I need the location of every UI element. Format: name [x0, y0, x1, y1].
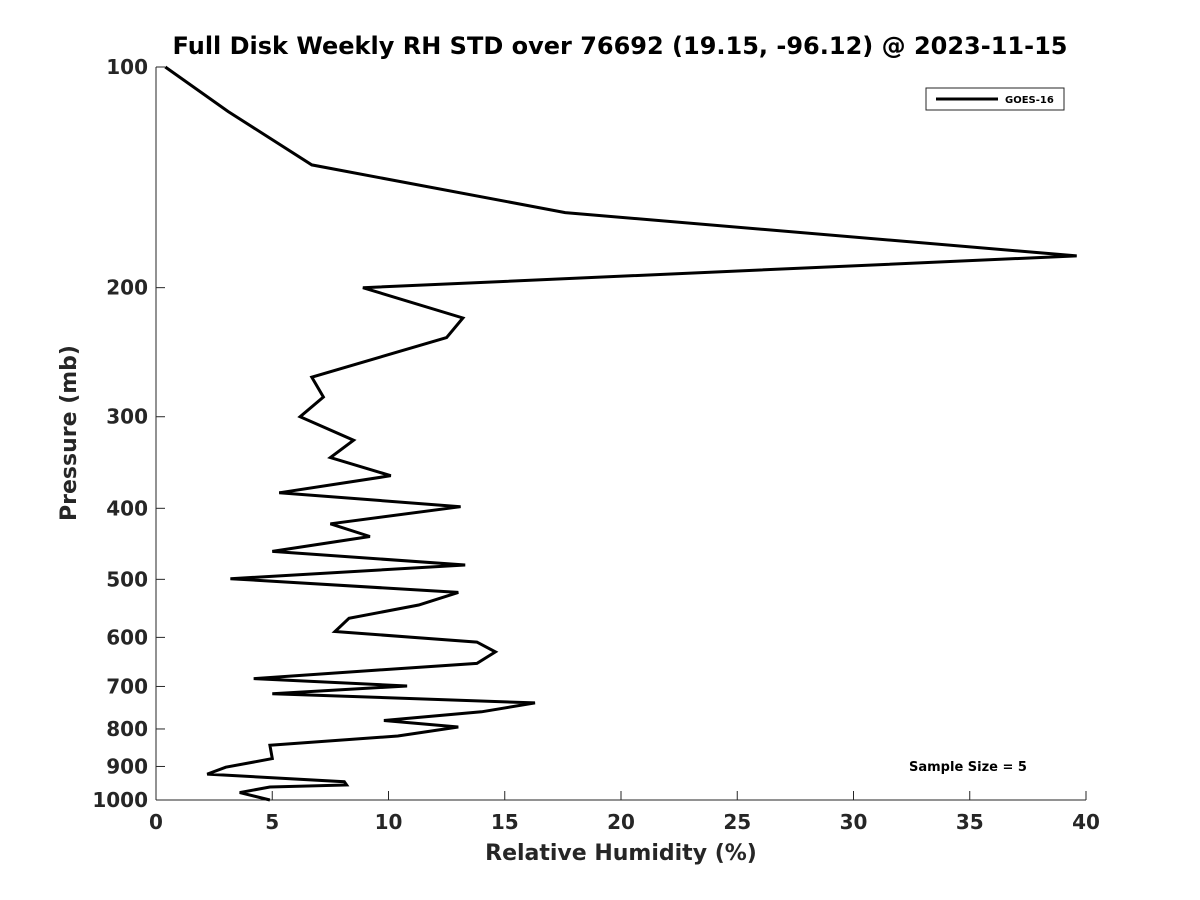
y-tick-label: 800	[106, 717, 148, 741]
x-tick-label: 5	[265, 810, 279, 834]
series-layer	[164, 65, 1077, 802]
x-tick-label: 10	[375, 810, 403, 834]
y-tick-label: 600	[106, 625, 148, 649]
chart-title: Full Disk Weekly RH STD over 76692 (19.1…	[173, 32, 1068, 60]
y-axis-ticks: 100 200 300 400 500 600 700 800 900 1000	[92, 55, 165, 812]
y-tick-label: 900	[106, 754, 148, 778]
x-tick-label: 30	[840, 810, 868, 834]
series-line-goes-16	[164, 65, 1077, 802]
y-tick-label: 500	[106, 567, 148, 591]
legend-entry-goes-16: GOES-16	[1005, 95, 1054, 106]
x-tick-label: 35	[956, 810, 984, 834]
y-tick-label: 700	[106, 674, 148, 698]
y-tick-label: 300	[106, 405, 148, 429]
x-axis-ticks: 0 5 10 15 20 25 30 35 40	[149, 791, 1100, 834]
y-tick-label: 400	[106, 496, 148, 520]
y-tick-label: 200	[106, 276, 148, 300]
x-tick-label: 25	[723, 810, 751, 834]
plot-area	[156, 67, 1086, 800]
y-axis-label: Pressure (mb)	[57, 345, 82, 521]
x-axis-label: Relative Humidity (%)	[485, 841, 757, 866]
sample-size-annotation: Sample Size = 5	[909, 760, 1027, 775]
x-tick-label: 0	[149, 810, 163, 834]
x-tick-label: 40	[1072, 810, 1100, 834]
x-tick-label: 15	[491, 810, 519, 834]
legend: GOES-16	[925, 87, 1065, 111]
y-tick-label: 1000	[92, 788, 148, 812]
y-tick-label: 100	[106, 55, 148, 79]
x-tick-label: 20	[607, 810, 635, 834]
